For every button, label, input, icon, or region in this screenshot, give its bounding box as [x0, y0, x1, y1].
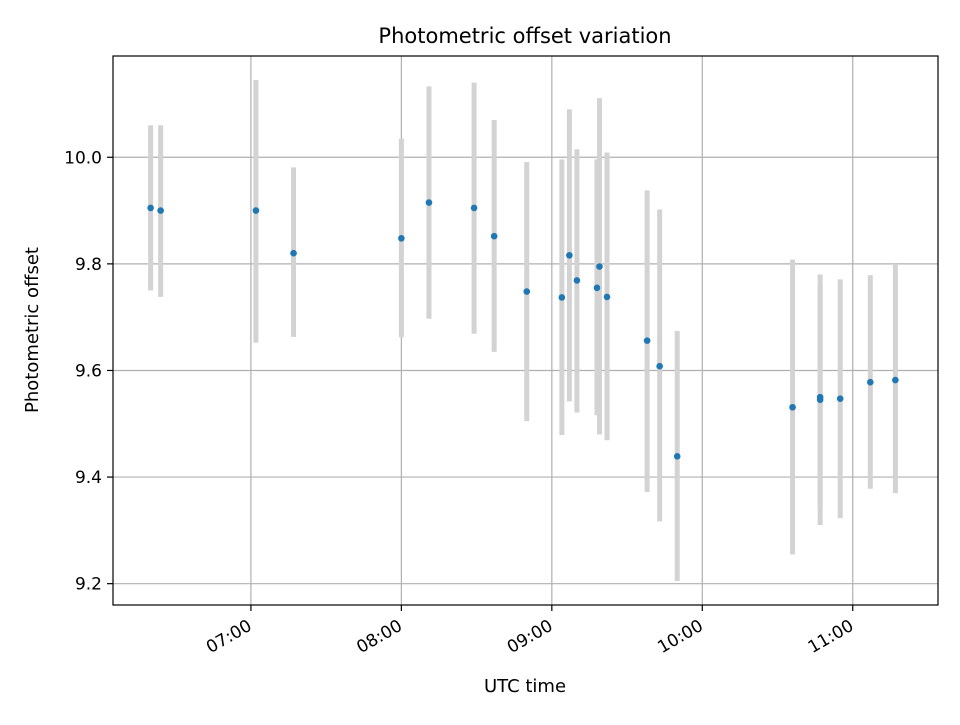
data-point: [573, 277, 581, 284]
data-point: [596, 263, 603, 270]
data-point: [290, 249, 297, 257]
data-point: [157, 207, 164, 214]
y-tick-label: 9.8: [75, 255, 102, 275]
data-point: [490, 232, 498, 240]
data-point: [147, 204, 154, 212]
data-point: [593, 284, 601, 292]
data-point: [252, 207, 260, 214]
chart-title: Photometric offset variation: [378, 24, 671, 48]
data-points: [147, 199, 899, 460]
data-point: [523, 288, 531, 295]
data-point: [816, 396, 824, 404]
plot-frame: [112, 55, 939, 606]
data-point: [603, 293, 611, 301]
data-point: [656, 362, 663, 370]
data-point: [398, 234, 405, 242]
data-point: [673, 452, 681, 460]
y-axis-ticks: 9.2 9.4 9.6 9.8 10.0: [64, 148, 113, 595]
data-point: [836, 395, 844, 403]
y-tick-label: 9.4: [75, 468, 102, 488]
x-axis-label: UTC time: [484, 676, 566, 697]
data-point: [425, 199, 433, 206]
y-axis-label: Photometric offset: [22, 247, 43, 413]
y-tick-label: 10.0: [64, 148, 102, 168]
data-point: [789, 403, 796, 411]
y-tick-label: 9.2: [75, 575, 102, 595]
data-point: [470, 204, 478, 212]
data-point: [643, 337, 651, 344]
data-point: [566, 252, 573, 259]
y-tick-label: 9.6: [75, 361, 102, 381]
data-point: [558, 294, 566, 301]
data-point: [866, 378, 874, 386]
data-point: [892, 376, 899, 384]
